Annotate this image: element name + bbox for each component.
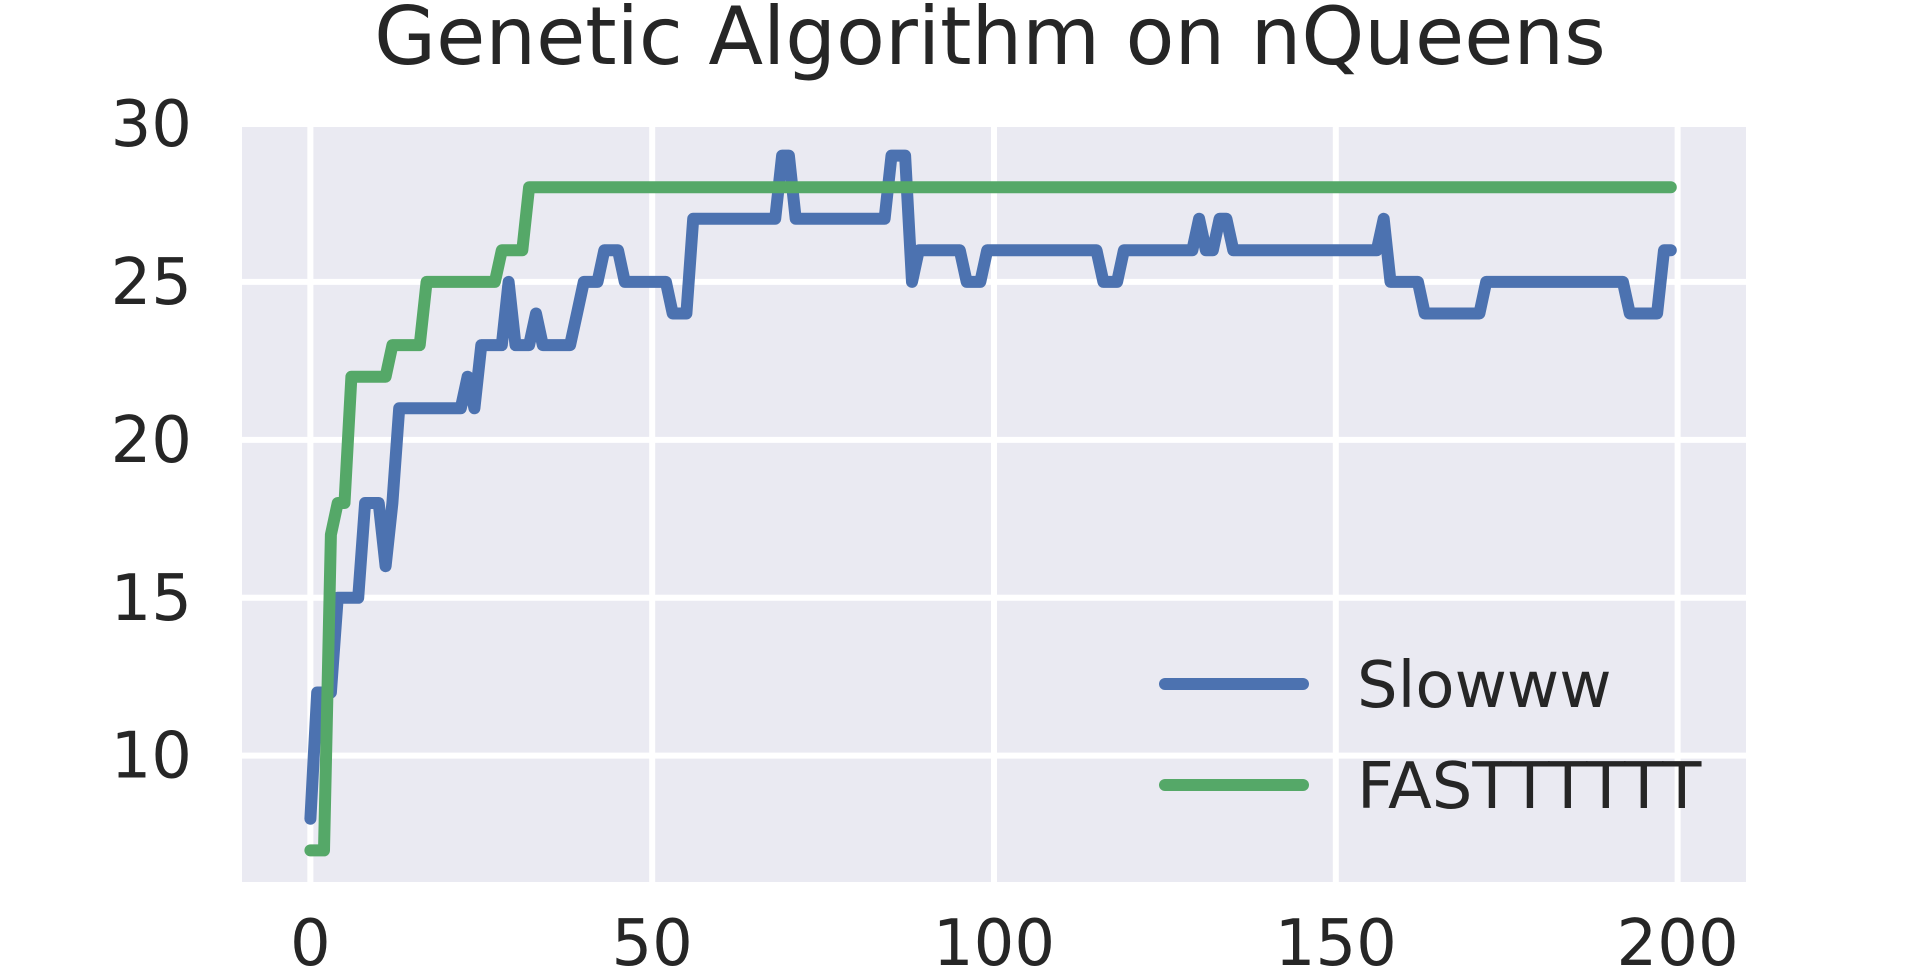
x-tick-label: 200 [1617,907,1739,980]
y-tick-label: 30 [111,88,192,162]
x-axis-tick-labels: 0 50 100 150 200 [290,907,1739,980]
series-layer [304,149,1677,857]
legend: Slowww FASTTTTTT [1159,649,1702,824]
y-tick-label: 15 [111,562,192,636]
x-tick-label: 0 [290,907,331,980]
legend-label-1: FASTTTTTT [1357,750,1702,824]
legend-label-0: Slowww [1357,649,1612,723]
y-tick-label: 20 [111,404,192,478]
chart-title: Genetic Algorithm on nQueens [374,0,1606,83]
x-tick-label: 150 [1275,907,1397,980]
series-line-1 [304,181,1677,857]
y-tick-label: 25 [111,246,192,320]
x-tick-label: 50 [611,907,692,980]
y-axis-tick-labels: 10 15 20 25 30 [111,88,192,794]
y-tick-label: 10 [111,720,192,794]
x-tick-label: 100 [933,907,1055,980]
series-line-0 [304,149,1677,825]
